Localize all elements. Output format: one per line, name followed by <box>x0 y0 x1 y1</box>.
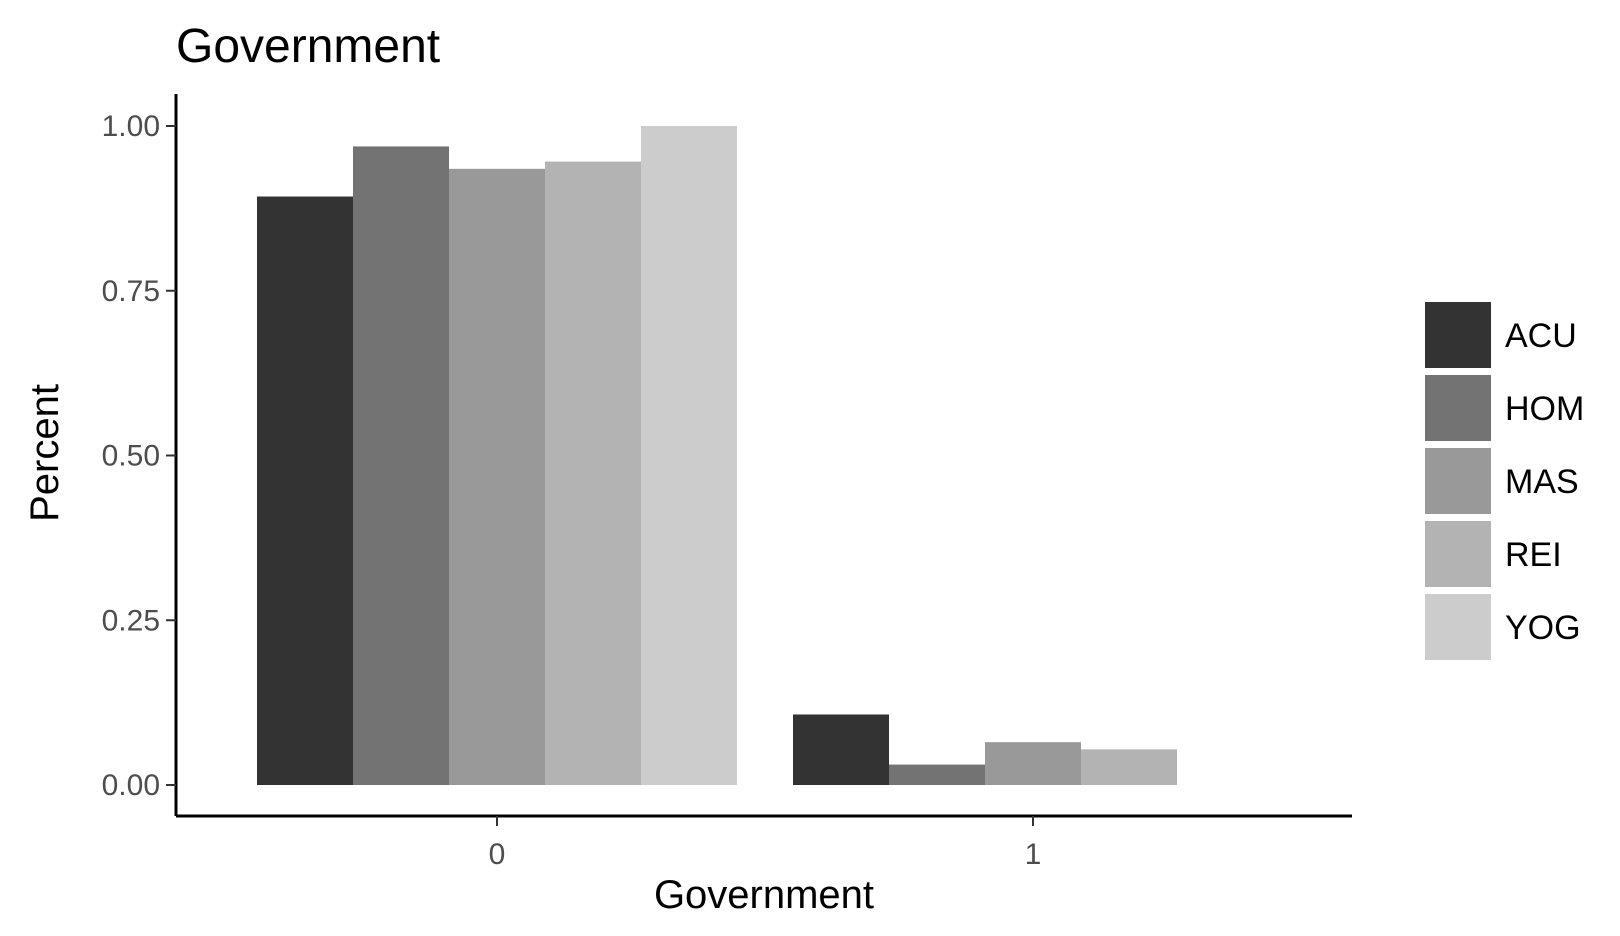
y-tick-label: 0.25 <box>102 604 160 637</box>
bar-yog-0 <box>641 126 737 785</box>
bar-rei-1 <box>1081 749 1177 785</box>
bar-acu-0 <box>257 196 353 785</box>
legend-label-mas: MAS <box>1505 463 1579 501</box>
y-tick-label: 0.00 <box>102 769 160 802</box>
y-tick-label: 0.75 <box>102 275 160 308</box>
legend-label-yog: YOG <box>1505 609 1581 647</box>
y-tick-label: 0.50 <box>102 440 160 473</box>
legend-key-hom <box>1425 375 1491 441</box>
legend-label-rei: REI <box>1505 536 1562 574</box>
legend-key-rei <box>1425 521 1491 587</box>
y-tick-label: 1.00 <box>102 110 160 143</box>
y-axis-title: Percent <box>23 384 67 522</box>
legend-key-mas <box>1425 448 1491 514</box>
bar-hom-1 <box>889 764 985 785</box>
bar-mas-0 <box>449 168 545 785</box>
legend: ACU HOM MAS REI YOG <box>1425 302 1584 660</box>
legend-label-acu: ACU <box>1505 317 1577 355</box>
bar-mas-1 <box>985 742 1081 785</box>
legend-label-hom: HOM <box>1505 390 1584 428</box>
x-tick-label: 0 <box>489 838 506 871</box>
bar-acu-1 <box>793 714 889 785</box>
x-tick-label: 1 <box>1025 838 1042 871</box>
legend-key-yog <box>1425 594 1491 660</box>
plot-area: 0.00 0.25 0.50 0.75 1.00 0 1 <box>102 94 1352 871</box>
legend-key-acu <box>1425 302 1491 368</box>
bar-hom-0 <box>353 146 449 785</box>
x-axis-title: Government <box>654 873 874 917</box>
chart-title: Government <box>176 20 440 73</box>
bar-rei-0 <box>545 161 641 785</box>
